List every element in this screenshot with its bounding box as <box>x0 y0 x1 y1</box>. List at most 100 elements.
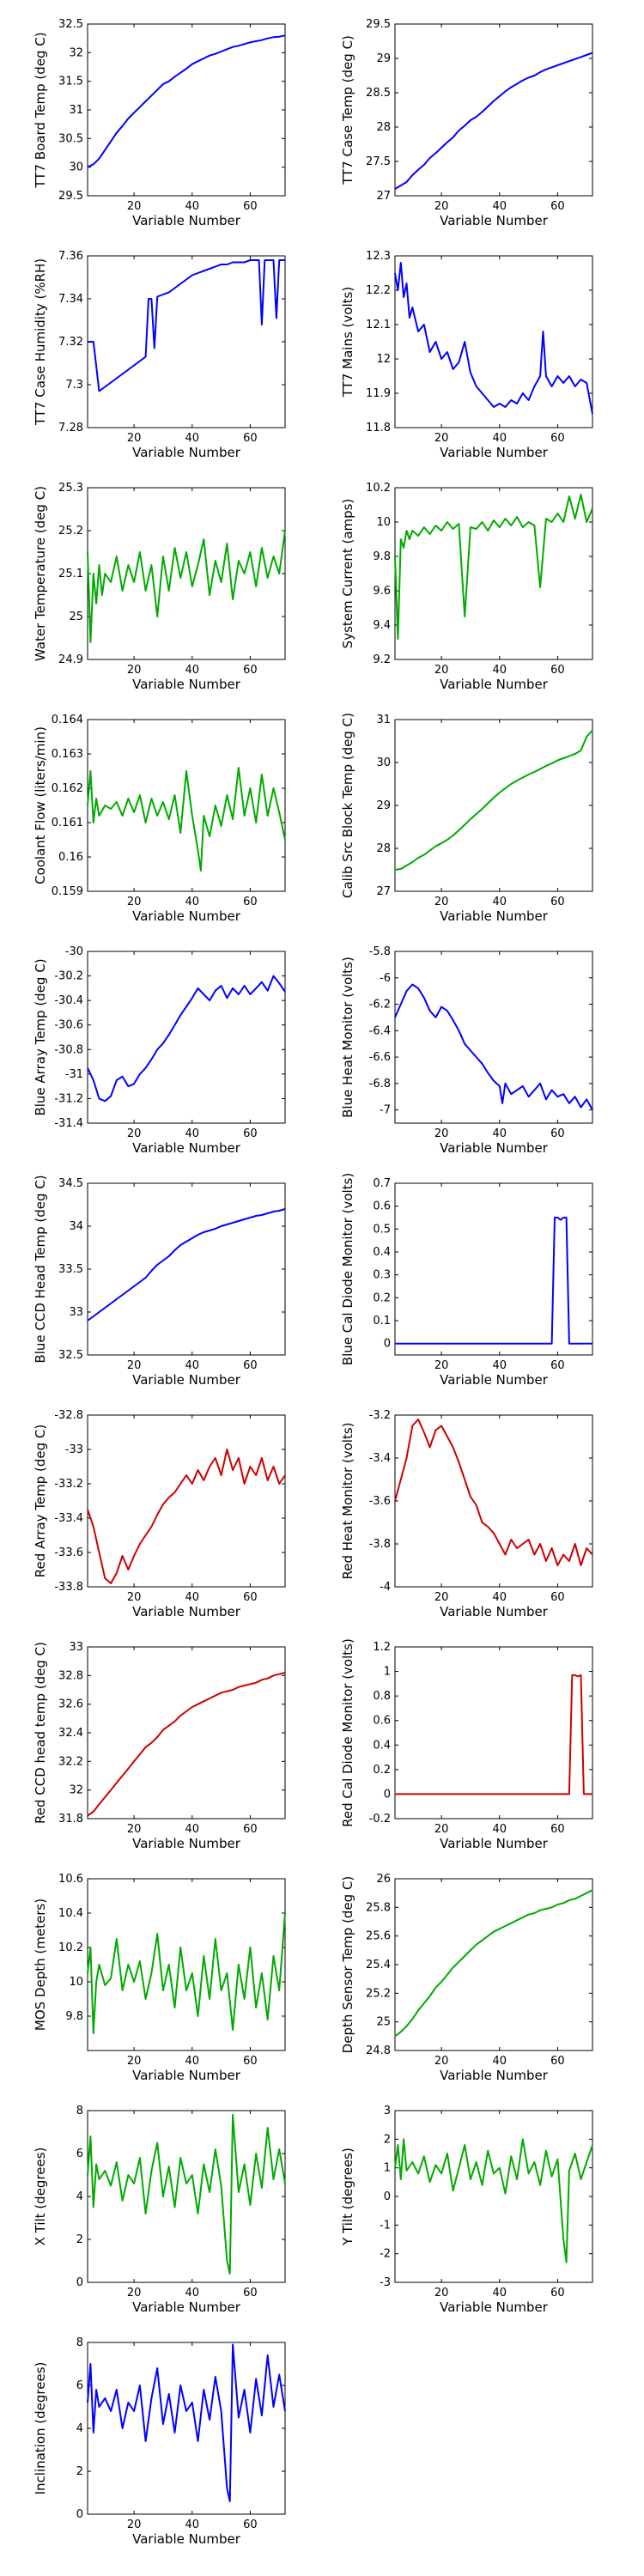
y-tick-label: 8 <box>76 2336 83 2349</box>
y-tick-label: 9.2 <box>373 653 391 666</box>
y-tick-label: -31.4 <box>54 1117 83 1130</box>
plot-frame <box>87 1182 286 1356</box>
x-tick-label: 40 <box>492 2055 507 2068</box>
y-tick-label: 0 <box>76 2508 83 2521</box>
x-tick-label: 60 <box>243 2055 258 2068</box>
x-tick-label: 60 <box>243 664 258 677</box>
y-tick-label: 28 <box>376 842 391 855</box>
y-tick-label: -33.6 <box>54 1546 83 1559</box>
y-tick-label: 25.2 <box>366 1987 391 2000</box>
subplot-10: 20 40 60 -7 -6.8 -6.6 -6.4 -6.2 -6 -5.8 Variable N… <box>340 945 593 1156</box>
x-tick-label: 20 <box>434 1823 449 1836</box>
series-line <box>87 1912 286 2034</box>
y-tick-label: 33 <box>69 1641 83 1654</box>
y-tick-label: 30 <box>376 756 391 769</box>
x-tick-label: 20 <box>434 896 449 908</box>
x-tick-label: 40 <box>185 432 199 445</box>
x-axis-label: Variable Number <box>440 2300 549 2315</box>
y-tick-label: -31 <box>65 1068 83 1081</box>
y-tick-label: -30.2 <box>54 970 83 983</box>
x-axis-label: Variable Number <box>440 908 549 924</box>
y-tick-label: -33 <box>65 1443 83 1456</box>
y-axis-label: Y Tilt (degrees) <box>340 2148 355 2246</box>
y-tick-label: -30.8 <box>54 1043 83 1056</box>
y-axis-label: Calib Src Block Temp (deg C) <box>340 713 355 898</box>
x-tick-label: 40 <box>185 2518 199 2531</box>
y-tick-label: 8 <box>76 2105 83 2117</box>
y-tick-label: 6 <box>76 2148 83 2160</box>
y-axis-label: System Current (amps) <box>340 499 355 649</box>
y-tick-label: 0.4 <box>373 1739 391 1752</box>
y-tick-label: 29 <box>376 52 391 65</box>
y-axis-label: Red CCD head temp (deg C) <box>33 1642 48 1824</box>
series-line <box>87 1672 286 1817</box>
x-tick-label: 20 <box>127 2287 142 2300</box>
subplot-3: 20 40 60 7.28 7.3 7.32 7.34 7.36 Variable Number… <box>33 250 286 460</box>
y-tick-label: 9.4 <box>373 619 391 632</box>
y-tick-label: 31 <box>69 104 83 117</box>
y-tick-label: 0.6 <box>373 1715 391 1728</box>
y-tick-label: 0.161 <box>52 817 83 829</box>
y-tick-label: -3.8 <box>369 1538 391 1551</box>
subplot-16: 20 40 60 -0.2 0 0.2 0.4 0.6 0.8 1 1.2 Variable Numb… <box>340 1638 593 1851</box>
y-tick-label: 10.2 <box>366 482 391 495</box>
subplot-4: 20 40 60 11.8 11.9 12 12.1 12.2 12.3 Variable Num… <box>340 250 593 460</box>
series-line <box>395 1217 592 1345</box>
x-tick-label: 20 <box>434 1127 449 1140</box>
y-tick-label: -6.4 <box>369 1024 391 1037</box>
plot-frame <box>87 2110 286 2283</box>
y-axis-label: Red Cal Diode Monitor (volts) <box>340 1638 355 1827</box>
x-tick-label: 20 <box>127 2518 142 2531</box>
subplot-11: 20 40 60 32.5 33 33.5 34 34.5 Variable Number Blu… <box>33 1175 286 1388</box>
y-tick-label: 10 <box>376 516 391 529</box>
y-tick-label: 33.5 <box>58 1263 83 1276</box>
y-tick-label: 9.8 <box>373 550 391 563</box>
x-tick-label: 40 <box>492 896 507 908</box>
series-line <box>394 983 593 1111</box>
subplot-13: 20 40 60 -33.8 -33.6 -33.4 -33.2 -33 -32.8 Variab… <box>33 1409 286 1619</box>
y-axis-label: X Tilt (degrees) <box>33 2148 48 2246</box>
series-line <box>87 1449 286 1584</box>
x-tick-label: 40 <box>185 2287 199 2300</box>
y-axis-label: Blue Cal Diode Monitor (volts) <box>340 1173 355 1365</box>
y-axis-label: Red Heat Monitor (volts) <box>340 1422 355 1579</box>
y-tick-label: 27.5 <box>366 155 391 168</box>
series-line <box>394 262 593 415</box>
subplot-9: 20 40 60 -31.4 -31.2 -31 -30.8 -30.6 -30.4 -30.2 -… <box>33 945 286 1156</box>
y-tick-label: -30.4 <box>54 994 83 1007</box>
y-tick-label: -0.2 <box>369 1813 391 1826</box>
x-tick-label: 60 <box>243 1591 258 1604</box>
subplot-12: 20 40 60 0 0.1 0.2 0.3 0.4 0.5 0.6 0.7 Variable Num… <box>340 1173 593 1388</box>
x-tick-label: 20 <box>434 1591 449 1604</box>
series-line <box>394 1889 593 2038</box>
x-tick-label: 60 <box>243 432 258 445</box>
y-tick-label: 7.28 <box>58 422 83 434</box>
x-tick-label: 40 <box>492 664 507 677</box>
y-tick-label: 4 <box>76 2422 83 2435</box>
x-tick-label: 20 <box>434 2287 449 2300</box>
subplot-17: 20 40 60 9.8 10 10.2 10.4 10.6 Variable Number MO… <box>33 1873 286 2083</box>
y-tick-label: 1 <box>384 1666 391 1679</box>
y-tick-label: 1.2 <box>373 1641 391 1654</box>
y-tick-label: -6.8 <box>369 1078 391 1091</box>
y-tick-label: 7.3 <box>65 379 83 392</box>
x-tick-label: 40 <box>185 200 199 213</box>
y-tick-label: -7 <box>380 1104 391 1117</box>
x-tick-label: 60 <box>550 200 565 213</box>
x-tick-label: 40 <box>185 1591 199 1604</box>
subplot-15: 20 40 60 31.8 32 32.2 32.4 32.6 32.8 33 Variable N… <box>33 1641 286 1851</box>
x-axis-label: Variable Number <box>132 1372 241 1388</box>
y-tick-label: 27 <box>376 190 391 203</box>
y-tick-label: 25.3 <box>58 482 83 495</box>
plot-frame <box>87 1646 286 1820</box>
y-tick-label: 30 <box>69 161 83 174</box>
y-tick-label: -3 <box>380 2276 391 2289</box>
plot-frame <box>87 23 286 197</box>
x-axis-label: Variable Number <box>440 1372 549 1388</box>
y-tick-label: 25.8 <box>366 1901 391 1914</box>
x-tick-label: 60 <box>550 1591 565 1604</box>
y-tick-label: 26 <box>376 1873 391 1886</box>
y-axis-label: Red Array Temp (deg C) <box>33 1425 48 1577</box>
series-line <box>87 975 286 1103</box>
y-tick-label: 0.3 <box>373 1269 391 1282</box>
